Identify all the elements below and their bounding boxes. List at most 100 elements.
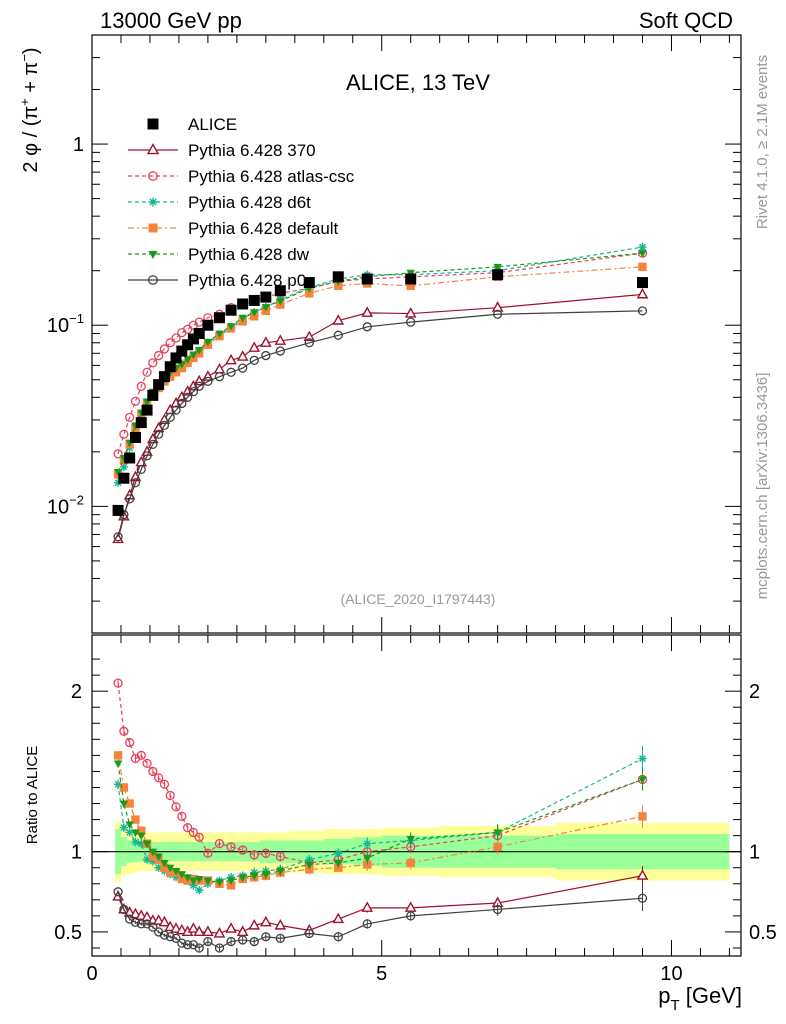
data-point xyxy=(187,333,199,345)
ratio-point xyxy=(131,815,140,824)
ratio-point xyxy=(177,938,187,948)
energy-label: 13000 GeV pp xyxy=(100,8,242,33)
ratio-point xyxy=(492,904,503,915)
ratio-point xyxy=(361,901,374,912)
ratio-point xyxy=(274,919,287,930)
ratio-point xyxy=(187,922,200,933)
ratio-point xyxy=(362,919,372,929)
legend-entry: Pythia 6.428 d6t xyxy=(128,193,311,212)
data-point xyxy=(177,398,187,409)
ratio-panel-frame xyxy=(91,634,742,957)
data-point xyxy=(334,281,343,291)
ratio-point xyxy=(113,751,123,760)
ratio-point xyxy=(226,881,236,890)
data-point xyxy=(129,432,141,444)
ratio-point xyxy=(637,893,648,903)
data-point xyxy=(165,338,175,348)
data-point xyxy=(119,462,129,472)
data-point xyxy=(153,379,165,391)
ratio-point xyxy=(638,776,647,785)
y-tick-label-ratio-right: 2 xyxy=(749,681,760,703)
data-point xyxy=(158,413,171,425)
data-point xyxy=(141,404,153,416)
ratio-point xyxy=(119,904,129,915)
data-point xyxy=(637,306,648,316)
ratio-point xyxy=(119,800,129,809)
ratio-point xyxy=(160,859,169,868)
ratio-point xyxy=(154,863,163,872)
y-tick-label-ratio: 1 xyxy=(71,842,82,864)
data-point xyxy=(362,322,372,332)
ratio-point xyxy=(202,925,214,936)
data-point xyxy=(276,298,285,306)
ratio-point xyxy=(183,874,192,882)
ratio-point xyxy=(171,873,181,882)
ratio-point xyxy=(125,737,135,748)
ratio-point xyxy=(125,799,134,808)
y-tick-label-ratio: 0.5 xyxy=(54,922,82,944)
series-main-alice xyxy=(112,269,648,516)
data-point xyxy=(147,389,159,401)
ratio-point xyxy=(226,936,236,947)
ratio-point xyxy=(493,842,502,852)
ratio-point xyxy=(113,760,123,769)
ratio-point xyxy=(131,837,140,847)
data-point xyxy=(193,328,205,340)
ratio-point xyxy=(125,821,134,830)
data-point xyxy=(159,420,170,431)
ratio-point xyxy=(363,839,372,848)
data-point xyxy=(333,330,343,340)
data-point xyxy=(361,273,373,285)
ratio-point xyxy=(214,839,225,849)
ratio-point xyxy=(406,911,416,921)
legend-entry: Pythia 6.428 default xyxy=(128,219,339,238)
ratio-point xyxy=(638,754,647,763)
ratio-point xyxy=(236,925,249,936)
ratio-point xyxy=(363,855,372,863)
ratio-point xyxy=(182,940,193,950)
data-point xyxy=(636,287,649,299)
data-point xyxy=(215,330,224,339)
ratio-point xyxy=(119,783,129,792)
ratio-point xyxy=(260,915,272,927)
data-point xyxy=(130,478,141,488)
y-tick-label-main: 10−1 xyxy=(47,311,84,337)
data-point xyxy=(158,371,170,383)
ratio-point xyxy=(171,933,181,943)
ratio-point xyxy=(165,790,175,801)
data-point xyxy=(195,347,204,355)
ratio-point xyxy=(177,811,187,822)
data-point xyxy=(130,396,141,406)
ratio-point xyxy=(275,851,285,862)
x-tick-label: 0 xyxy=(86,963,97,985)
ratio-point xyxy=(248,919,261,930)
series-ratio-pythia-6-428-p0 xyxy=(113,885,648,953)
ratio-point xyxy=(159,930,170,940)
legend-marker xyxy=(148,250,158,259)
data-point xyxy=(305,289,314,298)
ratio-point xyxy=(636,869,649,880)
data-point xyxy=(124,452,136,464)
ratio-point xyxy=(142,855,152,864)
ratio-point xyxy=(136,750,146,761)
ratio-point xyxy=(334,863,343,872)
ratio-point xyxy=(225,922,237,933)
data-point xyxy=(214,372,225,382)
data-point xyxy=(148,358,158,368)
data-point xyxy=(202,319,214,331)
ratio-point xyxy=(136,919,146,929)
ratio-point xyxy=(188,827,199,838)
ratio-line xyxy=(117,758,643,891)
data-point xyxy=(171,405,181,415)
y-tick-label-ratio-right: 0.5 xyxy=(749,922,777,944)
ratio-point xyxy=(493,829,502,838)
data-point xyxy=(274,285,286,297)
data-point xyxy=(142,367,152,377)
data-point xyxy=(238,363,248,373)
ratio-point xyxy=(182,822,193,833)
ratio-point xyxy=(171,867,181,876)
data-point xyxy=(170,352,182,364)
legend-entry: ALICE xyxy=(147,115,237,134)
ratio-point xyxy=(238,874,247,882)
data-point xyxy=(361,306,374,317)
